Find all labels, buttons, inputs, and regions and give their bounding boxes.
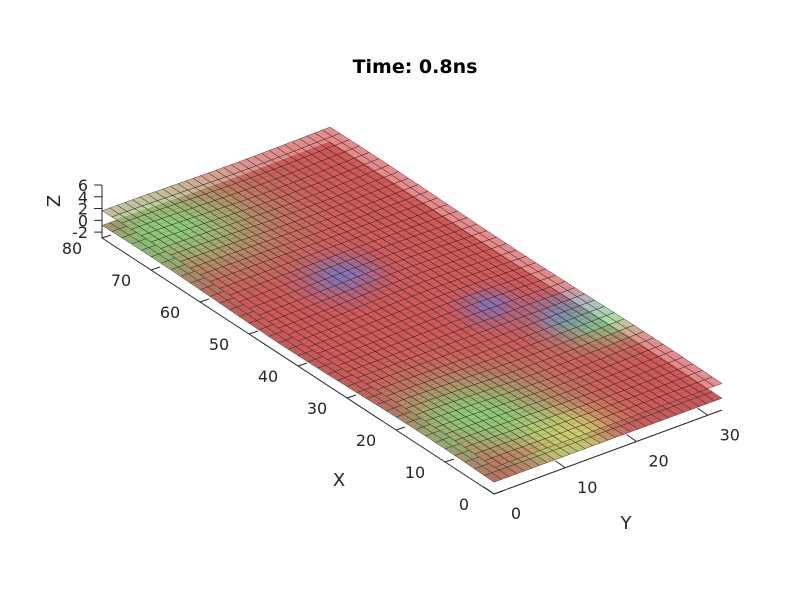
x-tick-label: 10: [405, 463, 425, 482]
z-tick-label: 2: [78, 200, 88, 219]
z-axis-label: Z: [44, 195, 65, 207]
x-tick-label: 70: [111, 271, 131, 290]
x-tick-mark: [395, 426, 406, 431]
x-tick-mark: [493, 490, 504, 495]
axes-group: [94, 184, 723, 495]
x-tick-label: 20: [356, 431, 376, 450]
y-tick-label: 10: [577, 478, 597, 497]
y-axis-label: Y: [620, 513, 633, 534]
x-tick-mark: [101, 234, 112, 239]
chart-title: Time: 0.8ns: [352, 56, 478, 78]
x-tick-label: 0: [459, 495, 469, 514]
z-tick-label: 6: [78, 176, 88, 195]
y-tick-label: 20: [648, 452, 668, 471]
upper-surface: [101, 126, 723, 468]
x-tick-mark: [297, 362, 308, 367]
x-tick-mark: [199, 298, 210, 303]
x-tick-mark: [444, 458, 455, 463]
x-tick-label: 80: [62, 239, 82, 258]
x-tick-mark: [150, 266, 161, 271]
y-tick-label: 30: [720, 425, 740, 444]
z-tick-label: -2: [72, 223, 88, 242]
x-tick-label: 30: [307, 399, 327, 418]
x-tick-label: 60: [160, 303, 180, 322]
surface-patch: [321, 126, 341, 137]
x-tick-label: 40: [258, 367, 278, 386]
y-tick-label: 0: [511, 504, 521, 523]
y-tick-mark: [554, 460, 566, 469]
x-tick-mark: [346, 394, 357, 399]
y-axis-line: [493, 409, 723, 495]
y-tick-mark: [483, 486, 495, 495]
z-tick-label: 0: [78, 211, 88, 230]
z-tick-label: 4: [78, 188, 88, 207]
y-tick-mark: [626, 434, 637, 442]
x-tick-label: 50: [209, 335, 229, 354]
x-axis-label: X: [333, 470, 345, 491]
x-tick-mark: [248, 330, 259, 335]
surfaces-group: [101, 126, 723, 483]
y-tick-mark: [697, 407, 709, 416]
